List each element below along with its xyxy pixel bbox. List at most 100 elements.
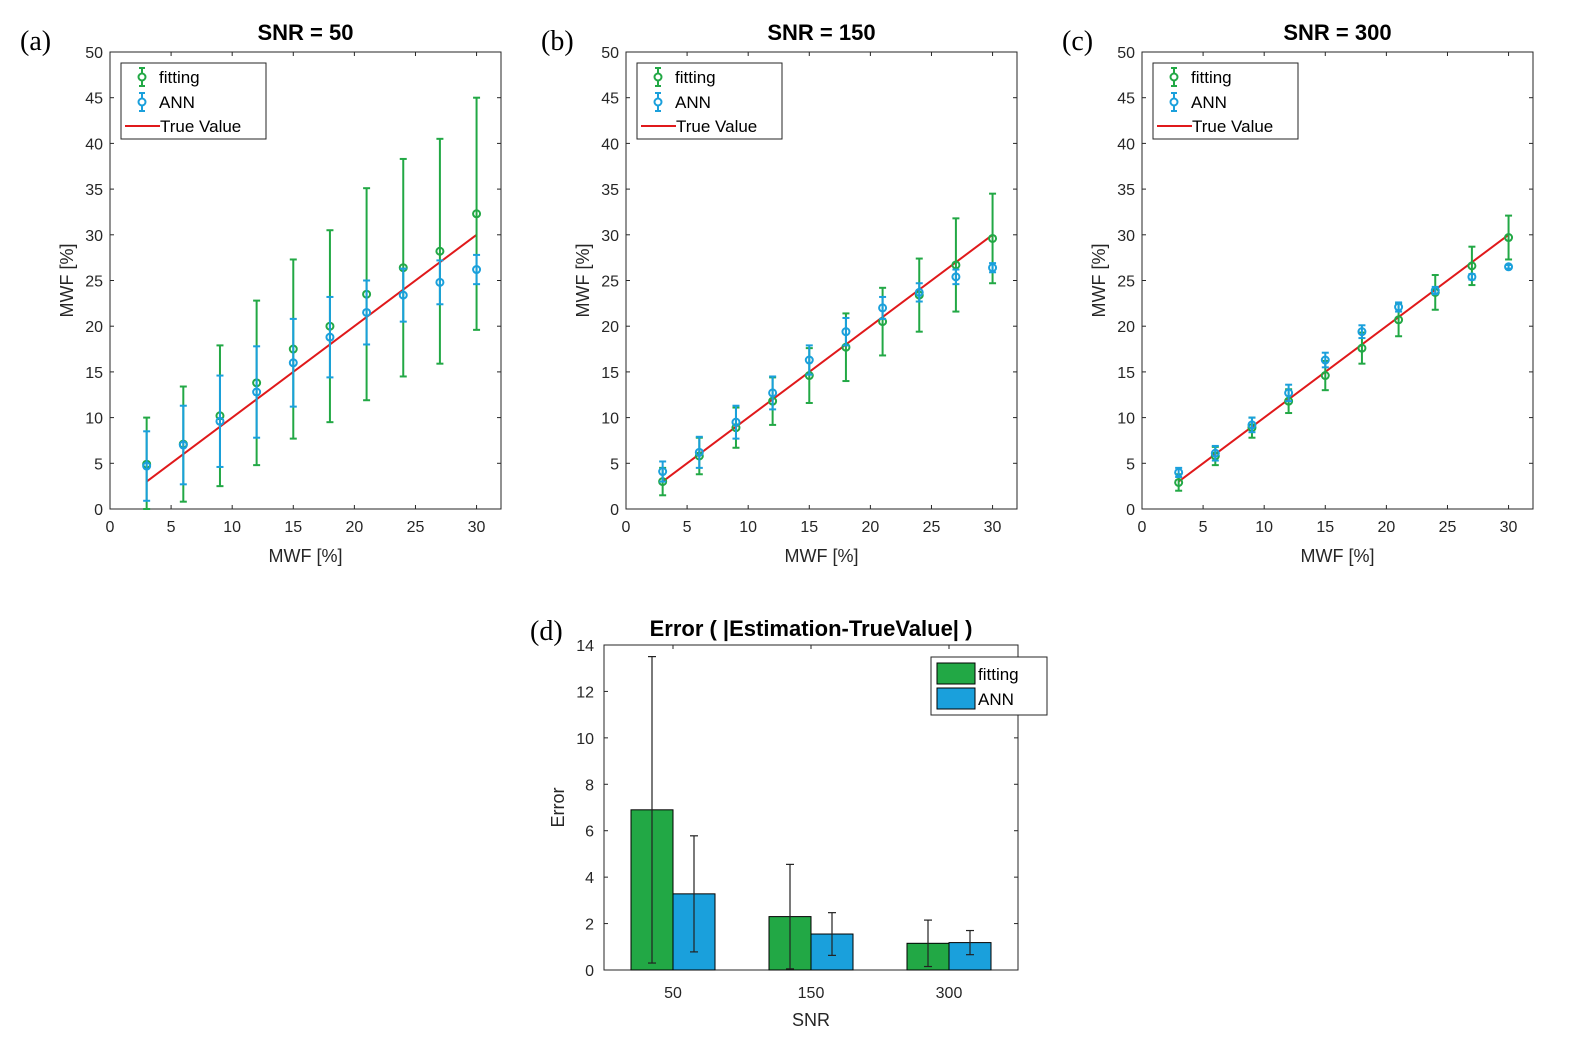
ann-point: [1284, 388, 1294, 398]
y-tick-label: 2: [585, 917, 594, 934]
fitting-point: [1467, 261, 1477, 271]
chart-title: SNR = 150: [767, 20, 875, 45]
y-tick-label: 10: [1117, 411, 1135, 428]
y-axis-label: MWF [%]: [1089, 244, 1109, 318]
legend-ann-swatch: [936, 687, 976, 710]
y-tick-label: 5: [610, 456, 619, 473]
ann-point: [1394, 302, 1404, 312]
y-tick-label: 4: [585, 870, 594, 887]
ann-point: [252, 387, 262, 397]
x-axis-label: MWF [%]: [269, 546, 343, 566]
x-tick-label: 5: [1199, 519, 1208, 536]
ann-point: [768, 388, 778, 398]
y-tick-label: 10: [601, 411, 619, 428]
legend-fitting-marker: [1169, 72, 1179, 82]
ann-point: [694, 447, 704, 457]
x-tick-label: 15: [1316, 519, 1334, 536]
x-tick-label: 10: [739, 519, 757, 536]
x-tick-label: 5: [683, 519, 692, 536]
true-value-line: [662, 233, 994, 483]
ann-point: [325, 332, 335, 342]
y-tick-label: 5: [94, 456, 103, 473]
x-tick-label: 150: [798, 985, 825, 1002]
x-tick-label: 10: [223, 519, 241, 536]
legend-label: True Value: [1192, 117, 1273, 136]
legend-fitting-marker: [137, 72, 147, 82]
y-tick-label: 40: [1117, 136, 1135, 153]
y-tick-label: 30: [601, 228, 619, 245]
true-value-line: [1178, 233, 1510, 483]
panel-label: (a): [20, 26, 51, 57]
y-tick-label: 30: [1117, 228, 1135, 245]
ann-point: [804, 355, 814, 365]
legend-ann-marker: [1169, 97, 1179, 107]
x-tick-label: 25: [923, 519, 941, 536]
x-tick-label: 5: [167, 519, 176, 536]
scatter-panel-2: 0 5 10 15 20 25 30 35 40 45 50 0 5 10 15 20 25 30 SNR = 15…: [541, 20, 1018, 566]
ann-point: [731, 417, 741, 427]
panel-label: (d): [530, 616, 563, 647]
y-tick-label: 50: [601, 45, 619, 62]
ann-point: [398, 290, 408, 300]
legend-ann-marker: [137, 97, 147, 107]
fitting-point: [1320, 371, 1330, 381]
y-tick-label: 0: [94, 502, 103, 519]
x-tick-label: 0: [106, 519, 115, 536]
y-tick-label: 20: [1117, 319, 1135, 336]
fitting-point: [988, 233, 998, 243]
x-tick-label: 20: [861, 519, 879, 536]
chart-title: SNR = 50: [258, 20, 354, 45]
y-tick-label: 35: [85, 182, 103, 199]
legend-label: fitting: [978, 665, 1019, 684]
true-value-line: [146, 233, 478, 483]
y-tick-label: 0: [1126, 502, 1135, 519]
x-tick-label: 25: [407, 519, 425, 536]
scatter-panel-3: 0 5 10 15 20 25 30 35 40 45 50 0 5 10 15 20 25 30 SNR = 30…: [1062, 20, 1534, 566]
x-tick-label: 20: [1377, 519, 1395, 536]
y-tick-label: 8: [585, 777, 594, 794]
ann-point: [1174, 467, 1184, 477]
y-tick-label: 35: [1117, 182, 1135, 199]
ann-point: [841, 327, 851, 337]
y-tick-label: 15: [601, 365, 619, 382]
fitting-point: [951, 260, 961, 270]
legend-label: ANN: [675, 93, 711, 112]
x-tick-label: 30: [1500, 519, 1518, 536]
y-tick-label: 25: [85, 274, 103, 291]
y-tick-label: 12: [576, 684, 594, 701]
y-tick-label: 25: [601, 274, 619, 291]
legend-fitting-marker: [653, 72, 663, 82]
fitting-point: [472, 209, 482, 219]
chart-title: SNR = 300: [1283, 20, 1391, 45]
ann-point: [362, 307, 372, 317]
y-tick-label: 45: [601, 91, 619, 108]
ann-point: [1357, 327, 1367, 337]
fitting-point: [1504, 233, 1514, 243]
ann-point: [472, 265, 482, 275]
x-tick-label: 300: [936, 985, 963, 1002]
legend-label: ANN: [1191, 93, 1227, 112]
y-tick-label: 15: [85, 365, 103, 382]
ann-point: [1430, 286, 1440, 296]
y-tick-label: 40: [85, 136, 103, 153]
ann-point: [1247, 420, 1257, 430]
panel-label: (b): [541, 26, 574, 57]
y-tick-label: 0: [585, 963, 594, 980]
y-tick-label: 5: [1126, 456, 1135, 473]
ann-point: [1320, 355, 1330, 365]
y-tick-label: 50: [85, 45, 103, 62]
y-tick-label: 30: [85, 228, 103, 245]
y-tick-label: 45: [85, 91, 103, 108]
y-tick-label: 50: [1117, 45, 1135, 62]
fitting-point: [1357, 343, 1367, 353]
x-tick-label: 50: [664, 985, 682, 1002]
y-tick-label: 0: [610, 502, 619, 519]
ann-point: [435, 277, 445, 287]
legend-label: fitting: [675, 68, 716, 87]
y-tick-label: 20: [601, 319, 619, 336]
y-axis-label: MWF [%]: [573, 244, 593, 318]
x-tick-label: 15: [800, 519, 818, 536]
y-tick-label: 6: [585, 824, 594, 841]
legend-label: fitting: [159, 68, 200, 87]
